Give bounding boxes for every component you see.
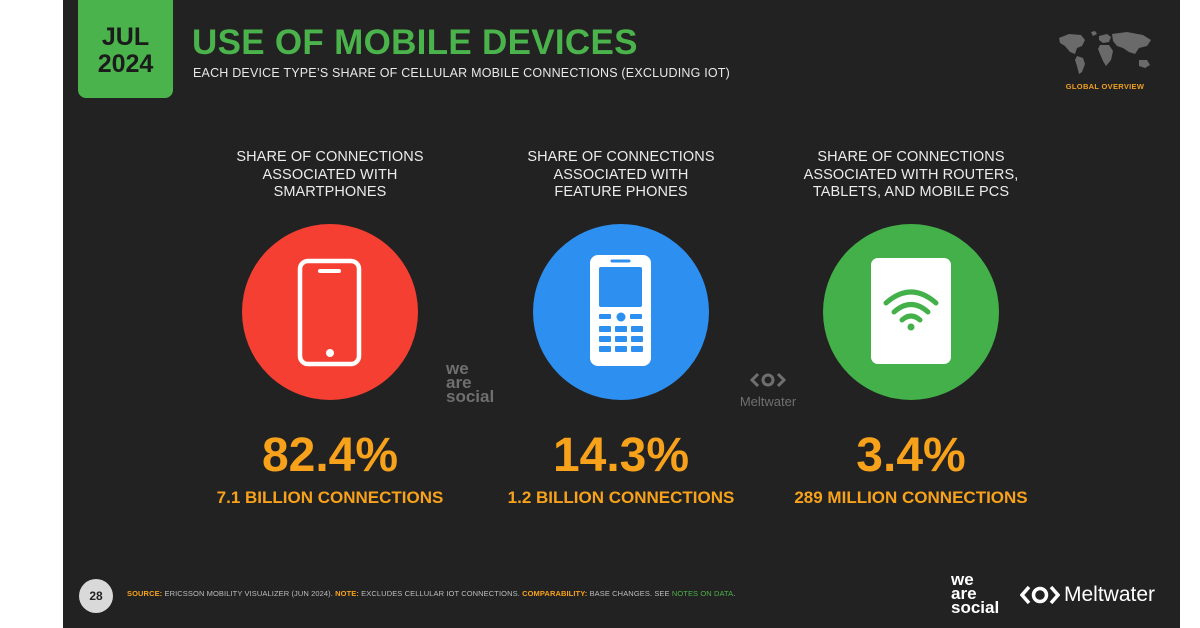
wearesocial-logo: we are social: [951, 570, 1000, 617]
meltwater-label: Meltwater: [1064, 583, 1156, 606]
wifi-tablet-icon: [871, 258, 951, 364]
percent-feature-phones: 14.3%: [552, 429, 690, 482]
heading-feature-phones: SHARE OF CONNECTIONS ASSOCIATED WITH FEA…: [491, 149, 751, 202]
percent-routers-tablets: 3.4%: [856, 429, 966, 482]
circle-feature-phones: [533, 224, 709, 400]
badge-year: 2024: [97, 50, 154, 78]
heading-line: ASSOCIATED WITH ROUTERS,: [803, 166, 1019, 183]
connections-feature-phones: 1.2 BILLION CONNECTIONS: [507, 488, 735, 507]
meltwater-mark-icon: [1020, 585, 1060, 605]
heading-smartphones: SHARE OF CONNECTIONS ASSOCIATED WITH SMA…: [200, 149, 460, 202]
heading-line: SHARE OF CONNECTIONS: [527, 149, 715, 165]
logo-line: social: [951, 598, 1000, 617]
comparability-text: BASE CHANGES. SEE: [587, 589, 672, 598]
source-text: ERICSSON MOBILITY VISUALIZER (JUN 2024).: [162, 589, 336, 598]
smartphone-icon: [297, 258, 362, 367]
feature-phone-icon: [590, 255, 651, 366]
heading-line: ASSOCIATED WITH: [553, 166, 689, 183]
note-key: NOTE:: [335, 589, 359, 598]
heading-line: ASSOCIATED WITH: [262, 166, 398, 183]
connections-routers-tablets: 289 MILLION CONNECTIONS: [794, 488, 1028, 507]
circle-routers-tablets: [823, 224, 999, 400]
footer-end: .: [733, 589, 736, 598]
heading-line: FEATURE PHONES: [554, 184, 688, 200]
section-label: GLOBAL OVERVIEW: [1065, 82, 1145, 91]
notes-on-data-link[interactable]: NOTES ON DATA: [671, 589, 734, 598]
wm-line: we: [446, 359, 469, 378]
meltwater-logo-icon: [749, 372, 787, 388]
footer-source: SOURCE: ERICSSON MOBILITY VISUALIZER (JU…: [127, 589, 735, 598]
percent-smartphones: 82.4%: [261, 429, 399, 482]
logo-line: are: [951, 584, 977, 603]
page-subtitle: EACH DEVICE TYPE’S SHARE OF CELLULAR MOB…: [193, 66, 730, 80]
heading-line: SHARE OF CONNECTIONS: [817, 149, 1005, 165]
connections-smartphones: 7.1 BILLION CONNECTIONS: [216, 488, 444, 507]
heading-line: SHARE OF CONNECTIONS: [236, 149, 424, 165]
meltwater-logo: Meltwater: [1020, 582, 1155, 608]
badge-month: JUL: [101, 23, 150, 51]
circle-smartphones: [242, 224, 418, 400]
meltwater-watermark: Meltwater: [730, 372, 806, 409]
heading-line: SMARTPHONES: [273, 184, 387, 200]
heading-routers-tablets: SHARE OF CONNECTIONS ASSOCIATED WITH ROU…: [781, 149, 1041, 202]
wm-line: social: [446, 387, 495, 406]
source-key: SOURCE:: [127, 589, 163, 598]
wm-meltwater-label: Meltwater: [739, 394, 797, 409]
wearesocial-watermark: we are social: [446, 359, 495, 406]
date-badge: JUL 2024: [78, 0, 173, 98]
heading-line: TABLETS, AND MOBILE PCS: [812, 184, 1010, 200]
page-title: USE OF MOBILE DEVICES: [192, 23, 638, 62]
note-text: EXCLUDES CELLULAR IOT CONNECTIONS.: [359, 589, 523, 598]
logo-line: we: [951, 570, 974, 589]
page-number: 28: [79, 579, 113, 613]
comparability-key: COMPARABILITY:: [522, 589, 588, 598]
world-map-icon: [1059, 31, 1151, 74]
wm-line: are: [446, 373, 472, 392]
